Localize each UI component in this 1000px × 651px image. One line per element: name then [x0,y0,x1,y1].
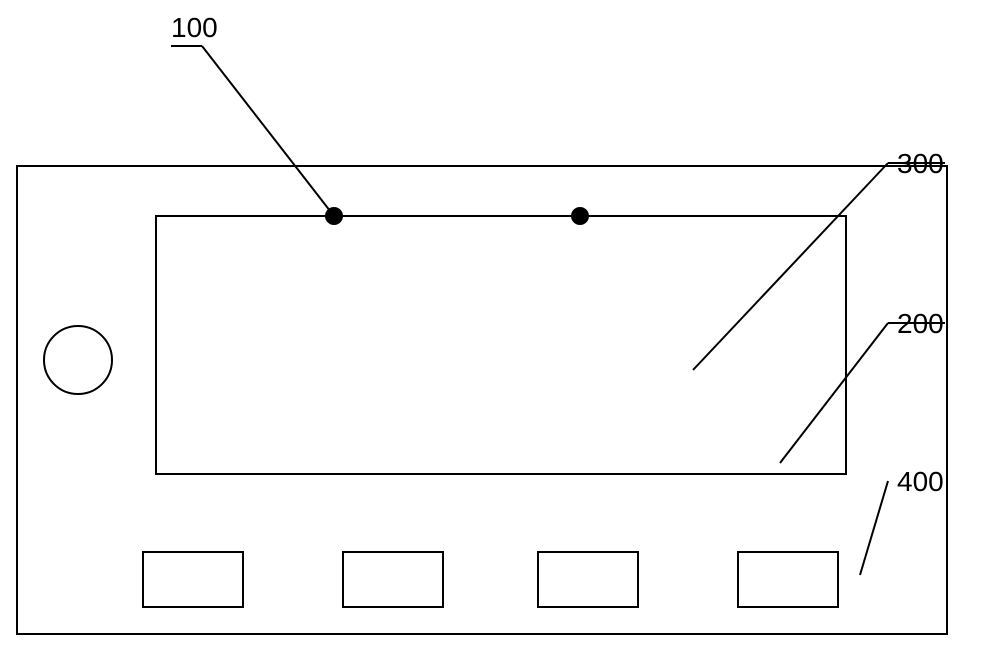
label-100: 100 [171,12,218,43]
diagram-canvas: 100 300 200 400 [0,0,1000,651]
bottom-box-4 [738,552,838,607]
bottom-box-3 [538,552,638,607]
leader-300 [693,163,888,370]
label-200: 200 [897,308,944,339]
leader-400 [860,481,888,575]
bottom-box-1 [143,552,243,607]
inner-rect [156,216,846,474]
label-300: 300 [897,148,944,179]
bottom-box-2 [343,552,443,607]
dot-2 [571,207,589,225]
leader-100 [202,46,334,216]
left-circle [44,326,112,394]
label-400: 400 [897,466,944,497]
leader-200 [780,323,888,463]
diagram-svg: 100 300 200 400 [0,0,1000,651]
